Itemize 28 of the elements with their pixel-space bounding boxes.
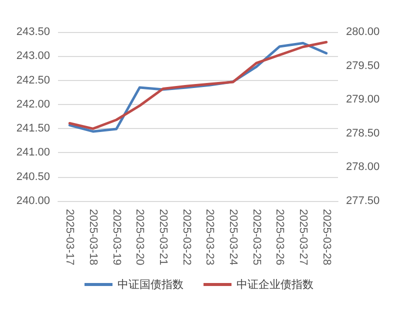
x-tick-label: 2025-03-18 [87,209,99,266]
y2-tick-label: 280.00 [346,26,380,38]
legend-label: 中证企业债指数 [236,278,314,291]
y-tick-label: 242.50 [16,74,50,86]
legend-label: 中证国债指数 [118,278,184,291]
x-tick-label: 2025-03-21 [157,209,169,266]
x-tick-label: 2025-03-17 [64,209,76,266]
x-tick-label: 2025-03-25 [250,209,262,266]
x-tick-label: 2025-03-19 [110,209,122,266]
y-tick-label: 242.00 [16,98,50,110]
y2-tick-label: 278.50 [346,127,380,140]
x-tick-label: 2025-03-23 [204,209,216,266]
y-tick-label: 243.00 [16,50,50,62]
x-tick-label: 2025-03-26 [274,209,286,266]
y-tick-label: 240.50 [16,170,50,183]
x-tick-label: 2025-03-24 [227,209,239,266]
y-tick-label: 243.50 [16,26,50,38]
y-tick-label: 241.50 [16,122,50,135]
y-tick-label: 240.00 [16,195,50,207]
y2-tick-label: 279.00 [346,94,380,106]
x-tick-label: 2025-03-22 [180,209,192,266]
x-tick-label: 2025-03-28 [320,209,332,266]
y2-tick-label: 279.50 [346,60,380,72]
x-tick-label: 2025-03-27 [297,209,309,266]
y2-tick-label: 278.00 [346,161,380,174]
x-tick-label: 2025-03-20 [134,209,146,266]
y-tick-label: 241.00 [16,146,50,159]
y2-tick-label: 277.50 [346,195,380,207]
